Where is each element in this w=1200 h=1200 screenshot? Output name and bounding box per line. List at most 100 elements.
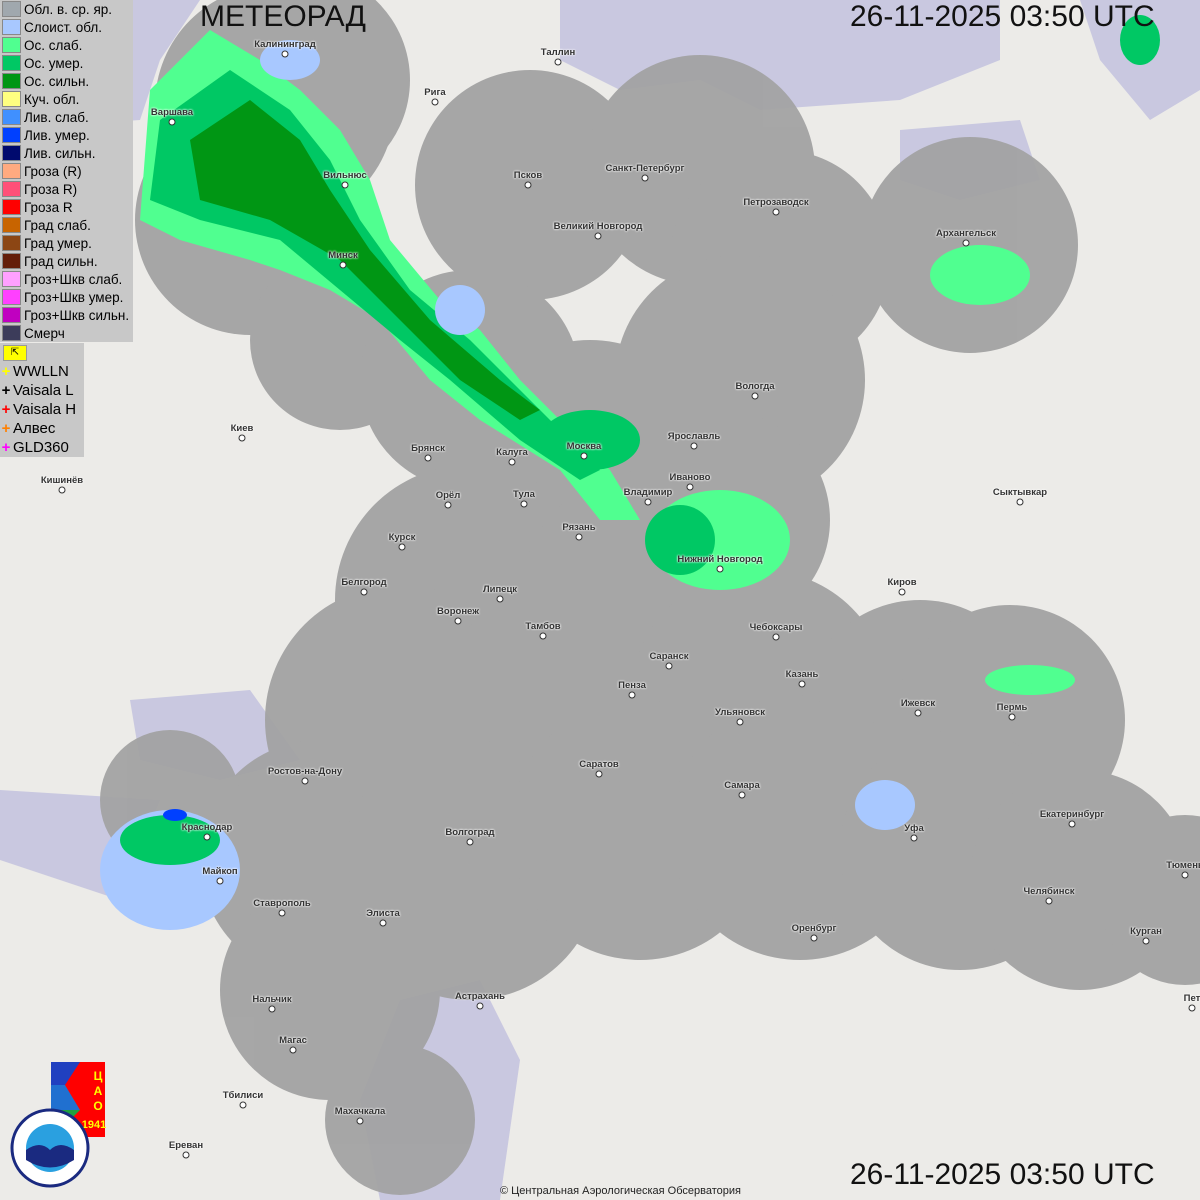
city-label: Нижний Новгород [677, 554, 763, 565]
city-label: Орёл [435, 490, 461, 501]
city-marker [182, 1151, 190, 1159]
city-marker [278, 909, 286, 917]
legend-swatch [2, 253, 21, 269]
city-marker [1045, 897, 1053, 905]
city-label: Самара [724, 780, 760, 791]
city-marker [58, 486, 66, 494]
city-marker [686, 483, 694, 491]
city-marker [539, 632, 547, 640]
city-marker [910, 834, 918, 842]
city-label: Брянск [411, 443, 445, 454]
legend-item: Ос. сильн. [0, 72, 133, 90]
city-label: Ижевск [900, 698, 936, 709]
legend-swatch [2, 307, 21, 323]
city-label: Вильнюс [323, 170, 367, 181]
legend-item: Смерч [0, 324, 133, 342]
app-title: МЕТЕОРАД [200, 0, 366, 33]
city-marker [810, 934, 818, 942]
city-label: Тбилиси [222, 1090, 264, 1101]
legend-label: Град слаб. [24, 217, 91, 233]
city-label: Ярославль [667, 431, 721, 442]
svg-text:Ц: Ц [94, 1069, 103, 1083]
city-marker [476, 1002, 484, 1010]
city-marker [281, 50, 289, 58]
lightning-source-item[interactable]: + Алвес [0, 419, 84, 438]
legend-label: Град умер. [24, 235, 92, 251]
lightning-source-label: Алвес [13, 420, 56, 437]
city-marker [736, 718, 744, 726]
legend-item: Град сильн. [0, 252, 133, 270]
city-label: Минск [328, 250, 358, 261]
city-label: Майкоп [202, 866, 238, 877]
city-label: Пенза [618, 680, 646, 691]
city-label: Тула [513, 489, 535, 500]
legend-swatch [2, 91, 21, 107]
city-marker [203, 833, 211, 841]
city-label: Воронеж [437, 606, 479, 617]
lightning-source-item[interactable]: + GLD360 [0, 438, 84, 457]
lightning-source-label: Vaisala L [13, 382, 74, 399]
legend-swatch [2, 163, 21, 179]
legend-label: Ос. сильн. [24, 73, 90, 89]
legend-label: Гроза R [24, 199, 73, 215]
legend-item: Ос. слаб. [0, 36, 133, 54]
city-label: Саратов [579, 759, 619, 770]
city-label: Псков [513, 170, 543, 181]
city-label: Кишинёв [40, 475, 84, 486]
city-marker [216, 877, 224, 885]
city-label: Таллин [540, 47, 576, 58]
legend-swatch [2, 325, 21, 341]
legend-label: Гроз+Шкв умер. [24, 289, 124, 305]
city-marker [738, 791, 746, 799]
cross-icon: + [1, 401, 11, 418]
city-label: Калининград [254, 39, 316, 50]
lightning-source-item[interactable]: + Vaisala L [0, 381, 84, 400]
city-marker [301, 777, 309, 785]
legend-swatch [2, 37, 21, 53]
city-marker [398, 543, 406, 551]
city-marker [508, 458, 516, 466]
city-label: Рига [424, 87, 446, 98]
city-marker [962, 239, 970, 247]
city-label: Пермь [996, 702, 1028, 713]
legend-item: Слоист. обл. [0, 18, 133, 36]
city-marker [424, 454, 432, 462]
legend-label: Гроза (R) [24, 163, 82, 179]
cross-icon: + [1, 382, 11, 399]
city-marker [466, 838, 474, 846]
city-label: Уфа [904, 823, 924, 834]
city-label: Санкт-Петербург [605, 163, 685, 174]
arrow-corner-icon[interactable]: ⇱ [3, 345, 27, 361]
city-label: Калуга [496, 447, 528, 458]
legend-item: Гроза R) [0, 180, 133, 198]
city-label: Магас [279, 1035, 307, 1046]
city-label: Ульяновск [715, 707, 765, 718]
legend-item: Ос. умер. [0, 54, 133, 72]
city-marker [772, 633, 780, 641]
city-label: Пет [1183, 993, 1200, 1004]
city-marker [554, 58, 562, 66]
cross-icon: + [1, 420, 11, 437]
svg-text:О: О [93, 1099, 102, 1113]
city-label: Чебоксары [749, 622, 803, 633]
city-marker [751, 392, 759, 400]
legend-label: Лив. умер. [24, 127, 90, 143]
legend-item: Гроз+Шкв слаб. [0, 270, 133, 288]
legend-item: Обл. в. ср. яр. [0, 0, 133, 18]
city-marker [641, 174, 649, 182]
city-marker [772, 208, 780, 216]
legend-swatch [2, 199, 21, 215]
timestamp-bottom: 26-11-2025 03:50 UTC [850, 1158, 1155, 1191]
city-marker [360, 588, 368, 596]
legend-swatch [2, 1, 21, 17]
legend-item: Гроза R [0, 198, 133, 216]
legend-label: Гроз+Шкв сильн. [24, 307, 130, 323]
city-label: Иваново [669, 472, 711, 483]
svg-text:А: А [94, 1084, 103, 1098]
lightning-source-item[interactable]: + WWLLN [0, 362, 84, 381]
city-marker [580, 452, 588, 460]
lightning-source-item[interactable]: + Vaisala H [0, 400, 84, 419]
lightning-legend: ⇱ + WWLLN + Vaisala L + Vaisala H + Алвес + GLD36… [0, 343, 84, 457]
cross-icon: + [1, 439, 11, 456]
